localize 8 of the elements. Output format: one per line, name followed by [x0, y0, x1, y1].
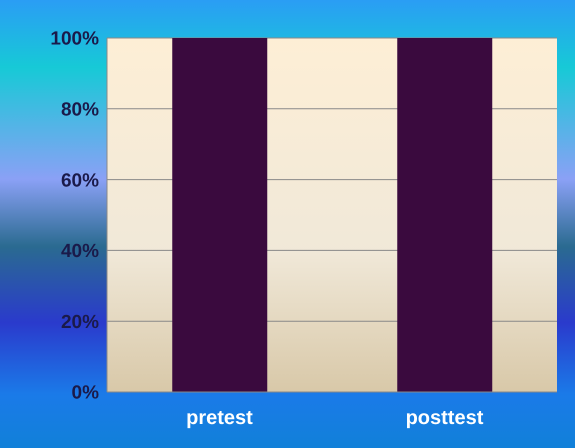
y-tick-label: 20%	[60, 312, 100, 333]
y-tick-label: 80%	[60, 100, 100, 121]
y-tick-label: 0%	[72, 382, 100, 404]
y-tick-label: 100%	[50, 28, 100, 50]
y-tick-label: 40%	[60, 241, 100, 262]
y-tick-label: 60%	[60, 170, 100, 192]
x-tick-label: posttest	[406, 407, 484, 430]
x-tick-label: pretest	[186, 407, 254, 430]
